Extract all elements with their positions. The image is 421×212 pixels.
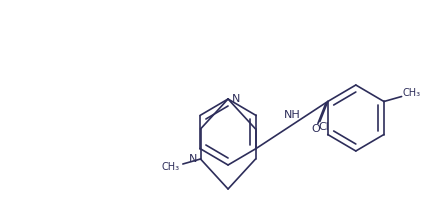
Text: N: N (232, 94, 240, 104)
Text: N: N (189, 154, 197, 164)
Text: Cl: Cl (318, 121, 329, 131)
Text: O: O (312, 124, 320, 134)
Text: NH: NH (284, 110, 300, 120)
Text: CH₃: CH₃ (402, 88, 421, 99)
Text: CH₃: CH₃ (162, 162, 180, 172)
